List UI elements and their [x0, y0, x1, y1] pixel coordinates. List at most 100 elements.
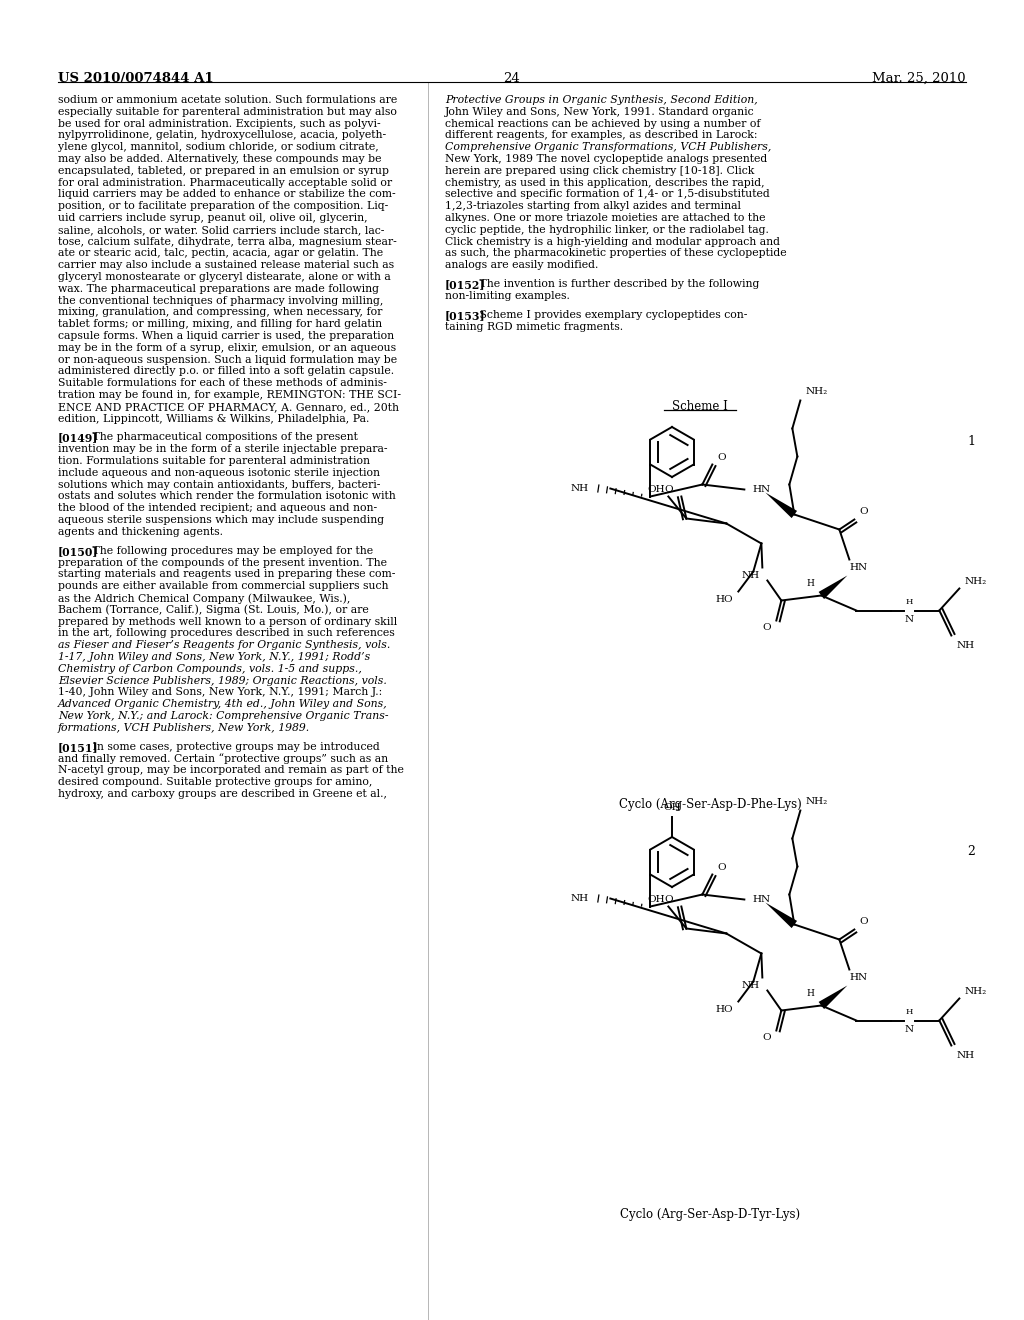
- Text: the conventional techniques of pharmacy involving milling,: the conventional techniques of pharmacy …: [58, 296, 383, 306]
- Text: Scheme I: Scheme I: [672, 400, 728, 413]
- Text: HN: HN: [849, 973, 867, 982]
- Text: NH₂: NH₂: [965, 577, 986, 586]
- Text: as such, the pharmacokinetic properties of these cyclopeptide: as such, the pharmacokinetic properties …: [445, 248, 786, 259]
- Text: Protective Groups in Organic Synthesis, Second Edition,: Protective Groups in Organic Synthesis, …: [445, 95, 758, 106]
- Text: O: O: [859, 917, 868, 927]
- Text: The pharmaceutical compositions of the present: The pharmaceutical compositions of the p…: [82, 433, 358, 442]
- Text: OH: OH: [648, 895, 666, 903]
- Text: [0152]: [0152]: [445, 279, 485, 290]
- Polygon shape: [818, 986, 847, 1008]
- Text: aqueous sterile suspensions which may include suspending: aqueous sterile suspensions which may in…: [58, 515, 384, 525]
- Text: Chemistry of Carbon Compounds, vols. 1-5 and supps.,: Chemistry of Carbon Compounds, vols. 1-5…: [58, 664, 361, 673]
- Text: [0153]: [0153]: [445, 310, 485, 321]
- Text: OH: OH: [664, 803, 681, 812]
- Text: solutions which may contain antioxidants, buffers, bacteri-: solutions which may contain antioxidants…: [58, 479, 380, 490]
- Text: capsule forms. When a liquid carrier is used, the preparation: capsule forms. When a liquid carrier is …: [58, 331, 394, 341]
- Text: nylpyrrolidinone, gelatin, hydroxycellulose, acacia, polyeth-: nylpyrrolidinone, gelatin, hydroxycellul…: [58, 131, 386, 140]
- Text: HN: HN: [753, 895, 770, 904]
- Text: administered directly p.o. or filled into a soft gelatin capsule.: administered directly p.o. or filled int…: [58, 367, 394, 376]
- Text: OH: OH: [648, 484, 666, 494]
- Text: starting materials and reagents used in preparing these com-: starting materials and reagents used in …: [58, 569, 395, 579]
- Text: NH: NH: [741, 572, 760, 579]
- Text: Suitable formulations for each of these methods of adminis-: Suitable formulations for each of these …: [58, 379, 387, 388]
- Text: the blood of the intended recipient; and aqueous and non-: the blood of the intended recipient; and…: [58, 503, 377, 513]
- Text: prepared by methods well known to a person of ordinary skill: prepared by methods well known to a pers…: [58, 616, 397, 627]
- Text: edition, Lippincott, Williams & Wilkins, Philadelphia, Pa.: edition, Lippincott, Williams & Wilkins,…: [58, 413, 370, 424]
- Text: as Fieser and Fieser’s Reagents for Organic Synthesis, vols.: as Fieser and Fieser’s Reagents for Orga…: [58, 640, 390, 651]
- Text: chemistry, as used in this application, describes the rapid,: chemistry, as used in this application, …: [445, 178, 765, 187]
- Text: especially suitable for parenteral administration but may also: especially suitable for parenteral admin…: [58, 107, 397, 116]
- Text: ostats and solutes which render the formulation isotonic with: ostats and solutes which render the form…: [58, 491, 395, 502]
- Text: H: H: [807, 579, 814, 589]
- Text: 24: 24: [504, 73, 520, 84]
- Text: O: O: [665, 895, 674, 903]
- Text: herein are prepared using click chemistry [10-18]. Click: herein are prepared using click chemistr…: [445, 166, 755, 176]
- Text: for oral administration. Pharmaceutically acceptable solid or: for oral administration. Pharmaceuticall…: [58, 178, 392, 187]
- Text: O: O: [665, 484, 674, 494]
- Text: agents and thickening agents.: agents and thickening agents.: [58, 527, 223, 537]
- Text: preparation of the compounds of the present invention. The: preparation of the compounds of the pres…: [58, 557, 387, 568]
- Text: H: H: [905, 598, 913, 606]
- Polygon shape: [765, 492, 797, 517]
- Text: NH: NH: [570, 484, 589, 492]
- Text: as the Aldrich Chemical Company (Milwaukee, Wis.),: as the Aldrich Chemical Company (Milwauk…: [58, 593, 350, 603]
- Text: include aqueous and non-aqueous isotonic sterile injection: include aqueous and non-aqueous isotonic…: [58, 467, 380, 478]
- Text: mixing, granulation, and compressing, when necessary, for: mixing, granulation, and compressing, wh…: [58, 308, 382, 317]
- Text: [0150]: [0150]: [58, 545, 98, 557]
- Text: H: H: [905, 1007, 913, 1015]
- Text: taining RGD mimetic fragments.: taining RGD mimetic fragments.: [445, 322, 624, 331]
- Text: New York, N.Y.; and Larock: Comprehensive Organic Trans-: New York, N.Y.; and Larock: Comprehensiv…: [58, 711, 388, 721]
- Text: Elsevier Science Publishers, 1989; Organic Reactions, vols.: Elsevier Science Publishers, 1989; Organ…: [58, 676, 387, 685]
- Text: H: H: [807, 990, 814, 998]
- Text: encapsulated, tableted, or prepared in an emulsion or syrup: encapsulated, tableted, or prepared in a…: [58, 166, 389, 176]
- Text: alkynes. One or more triazole moieties are attached to the: alkynes. One or more triazole moieties a…: [445, 213, 766, 223]
- Text: desired compound. Suitable protective groups for amino,: desired compound. Suitable protective gr…: [58, 777, 373, 787]
- Text: Bachem (Torrance, Calif.), Sigma (St. Louis, Mo.), or are: Bachem (Torrance, Calif.), Sigma (St. Lo…: [58, 605, 369, 615]
- Text: Cyclo (Arg-Ser-Asp-D-Phe-Lys): Cyclo (Arg-Ser-Asp-D-Phe-Lys): [618, 799, 802, 810]
- Text: or non-aqueous suspension. Such a liquid formulation may be: or non-aqueous suspension. Such a liquid…: [58, 355, 397, 364]
- Text: 1-40, John Wiley and Sons, New York, N.Y., 1991; March J.:: 1-40, John Wiley and Sons, New York, N.Y…: [58, 688, 382, 697]
- Text: NH: NH: [956, 1051, 975, 1060]
- Text: non-limiting examples.: non-limiting examples.: [445, 290, 570, 301]
- Text: Click chemistry is a high-yielding and modular approach and: Click chemistry is a high-yielding and m…: [445, 236, 780, 247]
- Text: cyclic peptide, the hydrophilic linker, or the radiolabel tag.: cyclic peptide, the hydrophilic linker, …: [445, 224, 769, 235]
- Text: tration may be found in, for example, REMINGTON: THE SCI-: tration may be found in, for example, RE…: [58, 389, 401, 400]
- Text: tose, calcium sulfate, dihydrate, terra alba, magnesium stear-: tose, calcium sulfate, dihydrate, terra …: [58, 236, 396, 247]
- Text: carrier may also include a sustained release material such as: carrier may also include a sustained rel…: [58, 260, 394, 271]
- Text: O: O: [718, 862, 726, 871]
- Text: formations, VCH Publishers, New York, 1989.: formations, VCH Publishers, New York, 19…: [58, 723, 310, 733]
- Text: glyceryl monostearate or glyceryl distearate, alone or with a: glyceryl monostearate or glyceryl distea…: [58, 272, 391, 282]
- Text: may be in the form of a syrup, elixir, emulsion, or an aqueous: may be in the form of a syrup, elixir, e…: [58, 343, 396, 352]
- Text: N: N: [905, 1026, 913, 1035]
- Text: The following procedures may be employed for the: The following procedures may be employed…: [82, 545, 374, 556]
- Text: Comprehensive Organic Transformations, VCH Publishers,: Comprehensive Organic Transformations, V…: [445, 143, 771, 152]
- Text: NH₂: NH₂: [965, 986, 986, 995]
- Text: position, or to facilitate preparation of the composition. Liq-: position, or to facilitate preparation o…: [58, 201, 388, 211]
- Text: O: O: [763, 623, 771, 632]
- Text: invention may be in the form of a sterile injectable prepara-: invention may be in the form of a steril…: [58, 445, 387, 454]
- Text: NH: NH: [741, 981, 760, 990]
- Text: selective and specific formation of 1,4- or 1,5-disubstituted: selective and specific formation of 1,4-…: [445, 189, 770, 199]
- Text: tion. Formulations suitable for parenteral administration: tion. Formulations suitable for parenter…: [58, 457, 370, 466]
- Text: pounds are either available from commercial suppliers such: pounds are either available from commerc…: [58, 581, 388, 591]
- Text: NH: NH: [956, 640, 975, 649]
- Text: be used for oral administration. Excipients, such as polyvi-: be used for oral administration. Excipie…: [58, 119, 381, 128]
- Text: In some cases, protective groups may be introduced: In some cases, protective groups may be …: [82, 742, 380, 751]
- Text: John Wiley and Sons, New York, 1991. Standard organic: John Wiley and Sons, New York, 1991. Sta…: [445, 107, 755, 116]
- Text: analogs are easily modified.: analogs are easily modified.: [445, 260, 598, 271]
- Text: may also be added. Alternatively, these compounds may be: may also be added. Alternatively, these …: [58, 154, 382, 164]
- Text: HN: HN: [849, 564, 867, 572]
- Text: uid carriers include syrup, peanut oil, olive oil, glycerin,: uid carriers include syrup, peanut oil, …: [58, 213, 368, 223]
- Text: Scheme I provides exemplary cyclopeptides con-: Scheme I provides exemplary cyclopeptide…: [469, 310, 748, 319]
- Text: ENCE AND PRACTICE OF PHARMACY, A. Gennaro, ed., 20th: ENCE AND PRACTICE OF PHARMACY, A. Gennar…: [58, 401, 399, 412]
- Text: HO: HO: [716, 1005, 733, 1014]
- Text: in the art, following procedures described in such references: in the art, following procedures describ…: [58, 628, 394, 639]
- Text: The invention is further described by the following: The invention is further described by th…: [469, 279, 760, 289]
- Text: saline, alcohols, or water. Solid carriers include starch, lac-: saline, alcohols, or water. Solid carrie…: [58, 224, 384, 235]
- Text: HN: HN: [753, 484, 770, 494]
- Text: O: O: [763, 1034, 771, 1043]
- Text: liquid carriers may be added to enhance or stabilize the com-: liquid carriers may be added to enhance …: [58, 189, 395, 199]
- Text: HO: HO: [716, 594, 733, 603]
- Text: O: O: [718, 453, 726, 462]
- Text: NH: NH: [570, 894, 589, 903]
